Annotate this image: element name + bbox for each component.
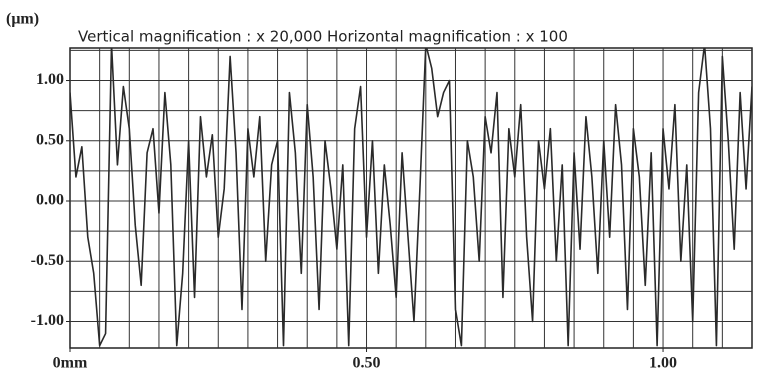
profile-line xyxy=(70,48,752,347)
chart-title: Vertical magnification : x 20,000 Horizo… xyxy=(78,28,568,46)
y-axis-label: (μm) xyxy=(6,11,39,28)
y-tick-label: 0.00 xyxy=(36,192,64,209)
y-tick-label: -1.00 xyxy=(31,312,64,329)
y-tick-label: -0.50 xyxy=(31,252,64,269)
x-tick-label: 0.50 xyxy=(353,355,381,372)
y-tick-label: 0.50 xyxy=(36,131,64,148)
plot-frame xyxy=(69,47,753,349)
y-tick-label: 1.00 xyxy=(36,71,64,88)
x-tick-label: 1.00 xyxy=(649,355,677,372)
x-tick-label: 0mm xyxy=(53,355,88,372)
